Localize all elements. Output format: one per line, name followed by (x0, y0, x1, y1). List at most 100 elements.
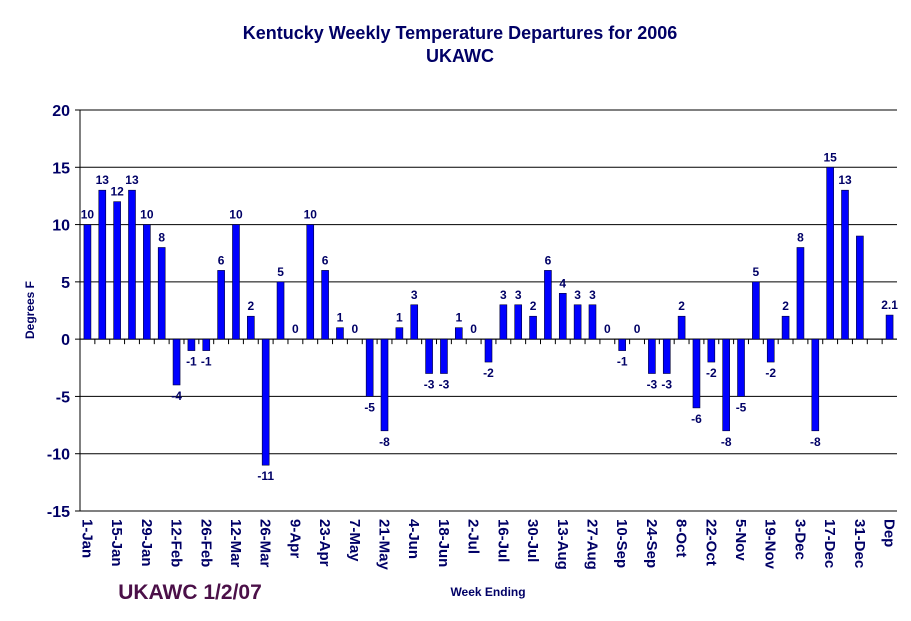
value-label: 10 (229, 208, 243, 222)
x-tick-label: 30-Jul (524, 519, 541, 562)
x-tick-label: Dep (881, 519, 898, 547)
y-tick-label: 20 (52, 103, 70, 120)
x-tick-label: 23-Apr (316, 519, 333, 567)
bar (157, 247, 166, 340)
value-label: -2 (765, 366, 776, 380)
x-tick-label: 21-May (376, 519, 393, 571)
bar (454, 327, 463, 340)
bar (811, 338, 820, 432)
value-label: 13 (125, 173, 139, 187)
value-label: 6 (322, 253, 329, 267)
value-label: -11 (257, 469, 274, 483)
bar (752, 281, 760, 340)
bar (677, 315, 686, 340)
value-label: 15 (823, 150, 837, 164)
y-tick-label: 15 (52, 160, 70, 177)
value-label: 2.1 (881, 298, 898, 312)
value-label: 8 (797, 230, 804, 244)
value-label: 8 (158, 230, 165, 244)
bar (440, 338, 448, 374)
value-label: -8 (379, 435, 390, 449)
x-tick-label: 31-Dec (851, 519, 868, 568)
y-axis-label: Degrees F (23, 281, 37, 339)
value-label: 13 (96, 173, 110, 187)
value-label: 5 (277, 265, 284, 279)
bar (781, 315, 790, 340)
chart-title: Kentucky Weekly Temperature Departures f… (243, 23, 678, 43)
value-label: -3 (439, 378, 450, 392)
bar (722, 338, 730, 432)
value-label: -2 (706, 366, 717, 380)
bar (232, 224, 240, 340)
x-tick-label: 3-Dec (791, 519, 808, 560)
bar (558, 293, 567, 340)
value-label: 1 (396, 311, 403, 325)
bar (499, 304, 508, 340)
value-label: -2 (483, 366, 494, 380)
value-label: 6 (218, 253, 225, 267)
value-label: -1 (201, 355, 212, 369)
bar (737, 338, 745, 397)
bar (217, 270, 225, 340)
value-label: -8 (721, 435, 732, 449)
value-label: 10 (81, 208, 95, 222)
bar (128, 189, 136, 340)
x-tick-label: 7-May (346, 519, 363, 562)
y-tick-label: -5 (56, 389, 70, 406)
value-label: 1 (455, 311, 462, 325)
bar (247, 315, 255, 340)
x-tick-label: 15-Jan (108, 519, 125, 567)
bar (425, 338, 433, 374)
bar (172, 338, 181, 386)
value-label: -1 (617, 355, 628, 369)
bar (336, 327, 344, 340)
x-tick-label: 10-Sep (613, 519, 630, 568)
bar (662, 338, 671, 374)
x-tick-label: 29-Jan (138, 519, 155, 567)
x-tick-label: 13-Aug (554, 519, 571, 570)
bar (856, 235, 864, 340)
x-tick-label: 27-Aug (583, 519, 600, 570)
value-label: 2 (247, 299, 254, 313)
bar (365, 338, 374, 397)
value-label: -5 (736, 400, 747, 414)
x-tick-label: 26-Feb (197, 519, 214, 567)
x-tick-label: 12-Mar (227, 519, 244, 568)
bar (588, 304, 597, 340)
bar (98, 189, 107, 340)
value-label: 2 (530, 299, 537, 313)
y-tick-label: -15 (47, 504, 70, 521)
bar (187, 338, 196, 351)
value-label: 2 (678, 299, 685, 313)
x-tick-label: 5-Nov (732, 519, 749, 561)
value-label: 6 (545, 253, 552, 267)
bar (410, 304, 419, 340)
bar (514, 304, 523, 340)
bar (261, 338, 270, 466)
x-tick-label: 8-Oct (673, 519, 690, 557)
x-tick-label: 26-Mar (257, 519, 274, 568)
bar (573, 304, 582, 340)
value-label: -3 (647, 378, 658, 392)
bar (83, 224, 92, 340)
bar (143, 224, 151, 340)
bar (692, 338, 701, 409)
x-tick-label: 12-Feb (168, 519, 185, 567)
x-tick-label: 4-Jun (405, 519, 422, 559)
x-tick-label: 9-Apr (286, 519, 303, 558)
bar (796, 247, 805, 340)
x-tick-label: 17-Dec (821, 519, 838, 568)
bar (529, 315, 537, 340)
bar (766, 338, 775, 363)
value-label: -1 (186, 355, 197, 369)
value-label: -5 (364, 400, 375, 414)
value-label: 4 (559, 276, 566, 290)
bar (395, 327, 404, 340)
value-label: 0 (634, 322, 641, 336)
bar (484, 338, 493, 363)
bar (306, 224, 315, 340)
value-label: 3 (589, 288, 596, 302)
value-label: 13 (838, 173, 852, 187)
value-label: -8 (810, 435, 821, 449)
x-tick-label: 24-Sep (643, 519, 660, 568)
